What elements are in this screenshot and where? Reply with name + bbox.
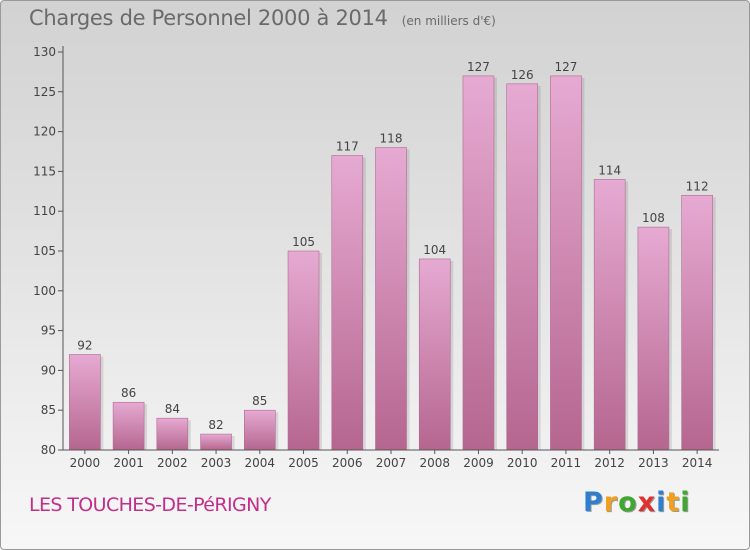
data-label-2003: 82 [208, 418, 223, 432]
x-tick-label-2013: 2013 [638, 456, 669, 470]
logo-letter: r [603, 487, 619, 518]
chart-title: Charges de Personnel 2000 à 2014 (en mill… [29, 6, 496, 30]
bar-2000 [69, 354, 101, 451]
data-label-2008: 104 [423, 243, 446, 257]
data-label-2001: 86 [121, 386, 136, 400]
data-label-2010: 126 [511, 68, 534, 82]
x-tick-label-2007: 2007 [376, 456, 407, 470]
bars-group: 92 86 84 82 85 105 117 118 104 127 126 127 114 108 112 [69, 60, 716, 451]
bar-2010 [506, 83, 539, 451]
y-tick-label-85: 85 [41, 403, 56, 417]
data-label-2002: 84 [165, 402, 180, 416]
logo-letter: o [618, 487, 638, 518]
x-tick-label-2006: 2006 [332, 456, 363, 470]
bar-2005 [287, 250, 320, 451]
y-tick-label-105: 105 [33, 244, 56, 258]
data-label-2013: 108 [642, 211, 665, 225]
x-tick-label-2002: 2002 [157, 456, 188, 470]
data-label-2006: 117 [336, 139, 359, 153]
data-label-2000: 92 [77, 338, 92, 352]
y-tick-label-115: 115 [33, 164, 56, 178]
chart-title-text: Charges de Personnel 2000 à 2014 [29, 6, 388, 30]
axes-group: 2000 2001 2002 2003 2004 2005 2006 2007 2008 2009… [33, 45, 719, 470]
x-tick-label-2010: 2010 [507, 456, 538, 470]
bar-2007 [375, 147, 407, 451]
logo-letter: t [666, 487, 681, 518]
x-tick-label-2014: 2014 [682, 456, 713, 470]
data-label-2012: 114 [598, 163, 621, 177]
y-tick-label-130: 130 [33, 45, 56, 59]
x-tick-label-2011: 2011 [551, 456, 582, 470]
x-tick-label-2012: 2012 [594, 456, 625, 470]
x-tick-label-2003: 2003 [201, 456, 232, 470]
x-tick-label-2000: 2000 [70, 456, 101, 470]
bar-2009 [462, 75, 495, 451]
x-tick-label-2009: 2009 [463, 456, 494, 470]
bar-2003 [200, 433, 232, 451]
chart-subtitle: (en milliers d'€) [401, 14, 496, 28]
bar-2008 [418, 258, 451, 451]
bar-2006 [331, 155, 364, 451]
data-label-2011: 127 [554, 60, 577, 74]
y-tick-label-110: 110 [33, 204, 56, 218]
bar-2002 [156, 417, 189, 451]
y-tick-label-80: 80 [41, 443, 56, 457]
logo-letter: x [637, 487, 657, 518]
bar-2001 [112, 401, 145, 451]
y-tick-label-90: 90 [41, 363, 56, 377]
bar-2013 [637, 226, 670, 451]
y-tick-label-100: 100 [33, 284, 56, 298]
commune-name: LES TOUCHES-DE-PéRIGNY [29, 494, 271, 516]
data-label-2014: 112 [686, 179, 709, 193]
bar-2011 [550, 75, 582, 451]
logo-letter: i [680, 487, 691, 518]
data-label-2004: 85 [252, 394, 267, 408]
y-tick-label-120: 120 [33, 125, 56, 139]
logo-letter: i [656, 487, 667, 518]
y-tick-label-125: 125 [33, 85, 56, 99]
data-label-2005: 105 [292, 235, 315, 249]
y-tick-label-95: 95 [41, 324, 56, 338]
data-label-2009: 127 [467, 60, 490, 74]
x-tick-label-2004: 2004 [245, 456, 276, 470]
x-tick-label-2001: 2001 [113, 456, 144, 470]
bar-2012 [593, 179, 626, 451]
x-tick-label-2005: 2005 [288, 456, 319, 470]
proxiti-logo[interactable]: Proxiti [583, 487, 691, 518]
data-label-2007: 118 [380, 132, 403, 146]
bar-2014 [681, 194, 713, 451]
x-tick-label-2008: 2008 [419, 456, 450, 470]
logo-letter: P [583, 487, 604, 518]
bar-2004 [244, 409, 276, 451]
